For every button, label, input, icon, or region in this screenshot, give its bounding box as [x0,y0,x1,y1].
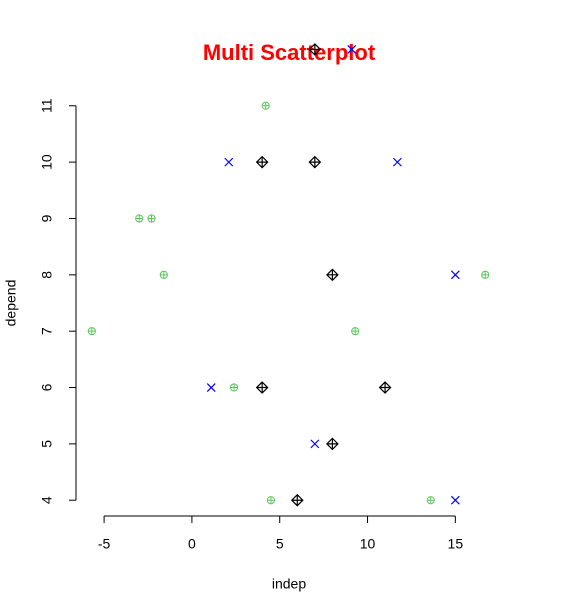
y-tick-label: 5 [39,440,55,448]
point [347,45,357,54]
marker-shape [392,157,402,167]
y-tick-label: 7 [39,327,55,335]
marker-shape [206,383,216,392]
y-axis-label: depend [3,280,19,327]
point [255,155,269,169]
point [326,268,339,282]
marker-shape [351,327,360,336]
marker-shape [88,327,96,335]
point [159,270,168,279]
y-tick-label: 9 [39,214,55,222]
marker-shape [262,102,270,110]
marker-shape [308,43,322,56]
point [290,493,304,507]
marker-shape [308,155,322,169]
point [378,381,392,394]
marker-shape [230,383,238,392]
point [392,157,402,167]
marker-shape [159,270,168,279]
x-tick-label: 10 [360,536,376,552]
x-axis-label: indep [272,576,306,592]
marker-shape [310,439,320,449]
point [326,437,339,451]
point [206,383,216,392]
marker-shape [378,381,392,394]
marker-shape [347,45,357,54]
marker-shape [266,496,276,505]
marker-shape [160,271,168,279]
marker-shape [224,157,234,167]
marker-shape [147,214,156,223]
point [224,157,234,167]
marker-shape [267,496,275,504]
x-tick-label: 5 [276,536,284,552]
marker-shape [255,155,269,169]
x-tick-label: 15 [448,536,464,552]
marker-shape [351,327,359,335]
marker-shape [481,271,489,279]
point [261,101,270,110]
marker-shape [229,383,239,392]
x-tick-label: -5 [98,536,111,552]
y-tick-label: 6 [39,383,55,391]
point [450,270,460,280]
point [147,214,156,223]
point [426,496,435,505]
point [310,439,320,449]
point [308,43,322,56]
marker-shape [255,381,269,394]
point [255,381,269,394]
marker-shape [326,437,339,451]
marker-shape [481,270,490,279]
marker-shape [135,214,144,223]
marker-shape [427,496,435,504]
marker-shape [147,214,156,223]
point [266,496,276,505]
marker-shape [290,493,304,507]
point [135,214,144,223]
y-tick-label: 4 [39,496,55,504]
marker-shape [135,214,143,223]
marker-shape [426,496,435,505]
y-tick-label: 8 [39,271,55,279]
point [229,383,239,392]
point [308,155,322,169]
point [450,495,460,505]
chart-title: Multi Scatterplot [203,40,376,65]
x-tick-label: 0 [188,536,196,552]
marker-shape [450,270,460,280]
marker-shape [450,495,460,505]
y-tick-label: 11 [39,98,55,113]
marker-shape [326,268,339,282]
y-tick-label: 10 [39,154,55,170]
point [351,327,360,336]
point [87,327,96,336]
point [481,270,490,279]
